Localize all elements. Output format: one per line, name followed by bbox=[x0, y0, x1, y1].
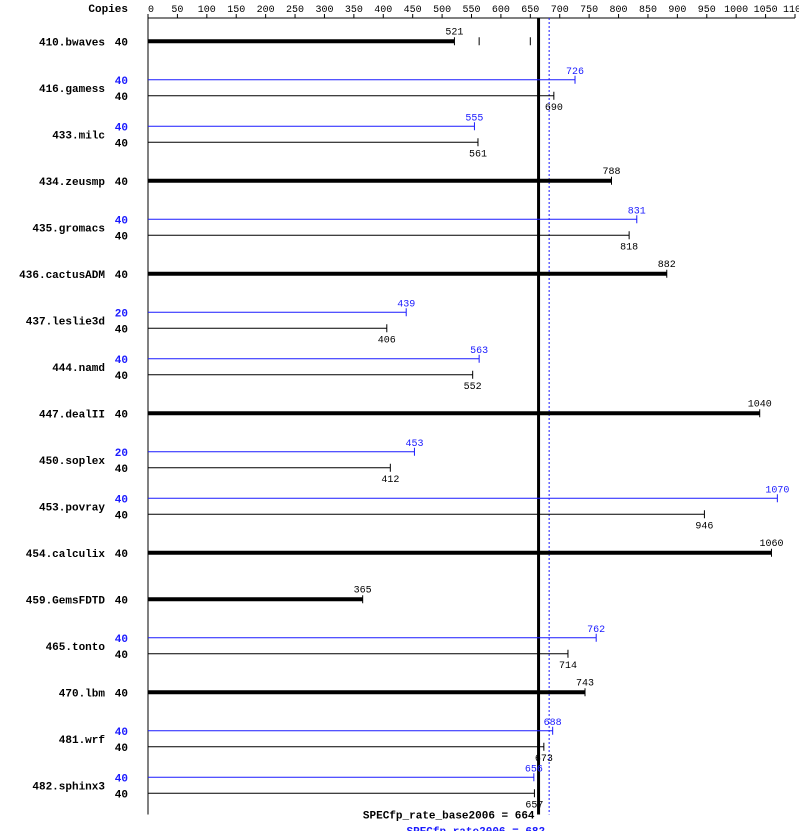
base-copies: 40 bbox=[115, 743, 128, 755]
benchmark-name: 465.tonto bbox=[46, 642, 106, 654]
base-copies: 40 bbox=[115, 688, 128, 700]
peak-copies: 40 bbox=[115, 634, 128, 646]
base-value: 673 bbox=[535, 754, 553, 765]
base-copies: 40 bbox=[115, 595, 128, 607]
base-value: 552 bbox=[464, 382, 482, 393]
base-value: 818 bbox=[620, 242, 638, 253]
base-copies: 40 bbox=[115, 270, 128, 282]
x-tick-label: 650 bbox=[521, 5, 539, 16]
benchmark-name: 454.calculix bbox=[26, 549, 106, 561]
peak-copies: 40 bbox=[115, 76, 128, 88]
base-value: 946 bbox=[695, 521, 713, 532]
peak-value: 688 bbox=[544, 718, 562, 729]
base-copies: 40 bbox=[115, 231, 128, 243]
peak-value: 831 bbox=[628, 206, 646, 217]
benchmark-name: 436.cactusADM bbox=[19, 270, 105, 282]
peak-value: 453 bbox=[405, 439, 423, 450]
benchmark-name: 453.povray bbox=[39, 502, 105, 514]
peak-value: 439 bbox=[397, 299, 415, 310]
base-value: 412 bbox=[381, 475, 399, 486]
benchmark-name: 482.sphinx3 bbox=[32, 781, 105, 793]
x-tick-label: 0 bbox=[148, 5, 154, 16]
base-ref-label: SPECfp_rate_base2006 = 664 bbox=[363, 811, 535, 823]
peak-copies: 20 bbox=[115, 448, 128, 460]
x-tick-label: 1000 bbox=[724, 5, 748, 16]
benchmark-name: 410.bwaves bbox=[39, 37, 105, 49]
benchmark-name: 416.gamess bbox=[39, 84, 105, 96]
base-value: 882 bbox=[658, 260, 676, 271]
base-copies: 40 bbox=[115, 464, 128, 476]
base-value: 406 bbox=[378, 335, 396, 346]
x-tick-label: 350 bbox=[345, 5, 363, 16]
base-value: 788 bbox=[602, 167, 620, 178]
x-tick-label: 750 bbox=[580, 5, 598, 16]
benchmark-name: 447.dealII bbox=[39, 409, 105, 421]
base-copies: 40 bbox=[115, 92, 128, 104]
x-tick-label: 400 bbox=[374, 5, 392, 16]
benchmark-name: 435.gromacs bbox=[32, 223, 105, 235]
benchmark-name: 481.wrf bbox=[59, 735, 106, 747]
peak-value: 1070 bbox=[765, 485, 789, 496]
benchmark-name: 459.GemsFDTD bbox=[26, 595, 106, 607]
peak-value: 762 bbox=[587, 625, 605, 636]
x-tick-label: 300 bbox=[315, 5, 333, 16]
x-tick-label: 850 bbox=[639, 5, 657, 16]
copies-header: Copies bbox=[88, 4, 128, 16]
base-copies: 40 bbox=[115, 409, 128, 421]
x-tick-label: 700 bbox=[551, 5, 569, 16]
base-value: 365 bbox=[354, 585, 372, 596]
x-tick-label: 200 bbox=[257, 5, 275, 16]
peak-copies: 40 bbox=[115, 494, 128, 506]
base-copies: 40 bbox=[115, 324, 128, 336]
x-tick-label: 250 bbox=[286, 5, 304, 16]
x-tick-label: 800 bbox=[610, 5, 628, 16]
base-copies: 40 bbox=[115, 371, 128, 383]
x-tick-label: 450 bbox=[404, 5, 422, 16]
peak-value: 563 bbox=[470, 346, 488, 357]
x-tick-label: 900 bbox=[668, 5, 686, 16]
peak-copies: 40 bbox=[115, 215, 128, 227]
base-copies: 40 bbox=[115, 650, 128, 662]
benchmark-name: 470.lbm bbox=[59, 688, 106, 700]
benchmark-name: 434.zeusmp bbox=[39, 177, 105, 189]
benchmark-name: 437.leslie3d bbox=[26, 316, 105, 328]
base-value: 1060 bbox=[759, 539, 783, 550]
peak-copies: 40 bbox=[115, 355, 128, 367]
spec-benchmark-chart: 0 50 100 150 200 250 300 350 400 450 500 550 600 650 7… bbox=[0, 0, 799, 831]
x-tick-label: 1100 bbox=[783, 5, 799, 16]
benchmark-name: 444.namd bbox=[52, 363, 105, 375]
x-tick-label: 600 bbox=[492, 5, 510, 16]
benchmark-name: 450.soplex bbox=[39, 456, 105, 468]
base-value: 714 bbox=[559, 661, 577, 672]
x-tick-label: 550 bbox=[462, 5, 480, 16]
peak-value: 726 bbox=[566, 67, 584, 78]
base-value: 690 bbox=[545, 103, 563, 114]
benchmark-name: 433.milc bbox=[52, 130, 105, 142]
base-copies: 40 bbox=[115, 549, 128, 561]
peak-copies: 40 bbox=[115, 727, 128, 739]
base-value: 561 bbox=[469, 149, 487, 160]
peak-ref-label: SPECfp_rate2006 = 682 bbox=[407, 827, 546, 831]
peak-value: 656 bbox=[525, 764, 543, 775]
x-tick-label: 50 bbox=[171, 5, 183, 16]
peak-copies: 40 bbox=[115, 122, 128, 134]
base-copies: 40 bbox=[115, 177, 128, 189]
x-tick-label: 500 bbox=[433, 5, 451, 16]
peak-copies: 40 bbox=[115, 773, 128, 785]
x-tick-label: 1050 bbox=[754, 5, 778, 16]
base-value: 1040 bbox=[748, 399, 772, 410]
base-copies: 40 bbox=[115, 138, 128, 150]
base-copies: 40 bbox=[115, 789, 128, 801]
x-tick-label: 150 bbox=[227, 5, 245, 16]
base-copies: 40 bbox=[115, 510, 128, 522]
x-tick-label: 950 bbox=[698, 5, 716, 16]
base-value: 521 bbox=[445, 27, 463, 38]
base-value: 743 bbox=[576, 678, 594, 689]
base-copies: 40 bbox=[115, 37, 128, 49]
x-tick-label: 100 bbox=[198, 5, 216, 16]
peak-copies: 20 bbox=[115, 308, 128, 320]
peak-value: 555 bbox=[465, 113, 483, 124]
